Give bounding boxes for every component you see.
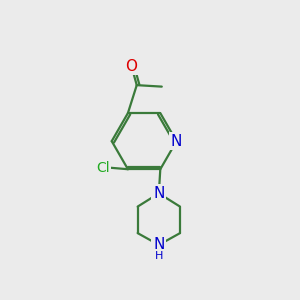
Text: N: N: [153, 237, 164, 252]
Text: N: N: [153, 186, 164, 201]
Text: H: H: [154, 251, 163, 261]
Text: Cl: Cl: [96, 161, 110, 175]
Text: N: N: [171, 134, 182, 149]
Text: O: O: [125, 58, 137, 74]
